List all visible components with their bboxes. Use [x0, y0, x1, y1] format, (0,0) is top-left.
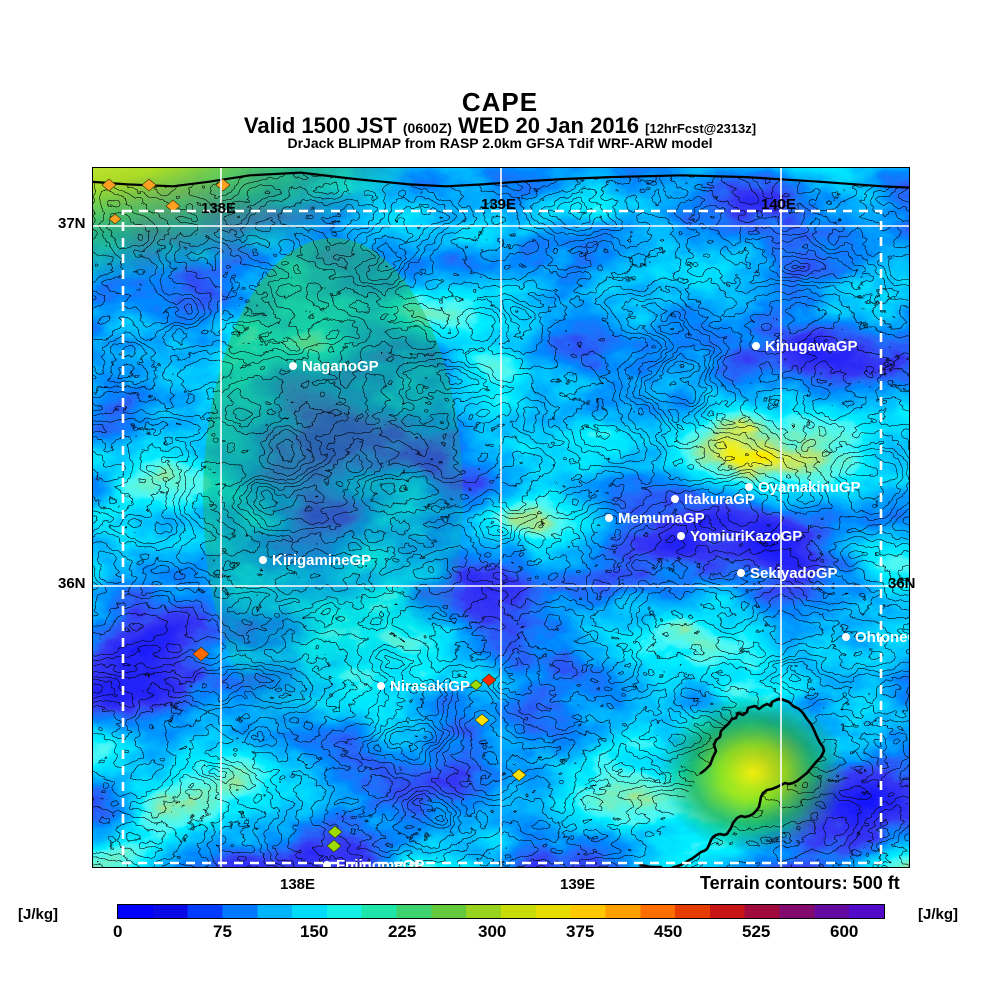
svg-text:NaganoGP: NaganoGP	[302, 358, 379, 375]
svg-text:OyamakinuGP: OyamakinuGP	[758, 479, 861, 496]
svg-text:ItakuraGP: ItakuraGP	[684, 491, 755, 508]
svg-text:MemumaGP: MemumaGP	[618, 510, 705, 527]
svg-text:FujigomeGP: FujigomeGP	[336, 857, 424, 867]
svg-text:SekiyadoGP: SekiyadoGP	[750, 565, 838, 582]
svg-text:YomiuriKazoGP: YomiuriKazoGP	[690, 528, 802, 545]
svg-text:OhtoneGP: OhtoneGP	[855, 629, 909, 646]
svg-text:KirigamineGP: KirigamineGP	[272, 552, 371, 569]
svg-text:NirasakiGP: NirasakiGP	[390, 678, 470, 695]
svg-text:KinugawaGP: KinugawaGP	[765, 338, 858, 355]
